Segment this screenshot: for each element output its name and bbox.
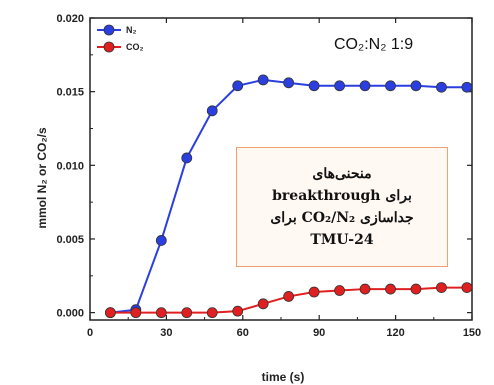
axes-layer: 0 30 60 90 120 150 0.000 0.005 0.010 0.015 0.020 [56,13,481,339]
x-axis-title: time (s) [262,370,305,384]
data-point-co2 [257,298,269,310]
data-point-co2 [130,307,142,319]
data-point-n2 [257,74,269,86]
data-point-co2 [206,307,218,319]
data-point-co2 [334,285,345,296]
data-point-co2 [385,283,396,295]
ratio-annotation: CO₂:N₂ 1:9 [334,36,413,53]
data-point-co2 [155,307,167,319]
data-point-n2 [155,235,167,246]
x-tick-label: 150 [463,327,481,339]
data-point-n2 [436,81,447,93]
legend-label: N₂ [126,25,137,35]
legend-swatch-marker [103,41,115,53]
data-point-n2 [359,80,371,92]
y-tick-label: 0.020 [56,13,84,25]
data-point-co2 [181,307,193,319]
y-tick-label: 0.015 [56,87,84,99]
y-axis-title: mmol N₂ or CO₂/s [35,127,49,229]
y-tick-label: 0.010 [56,160,84,172]
x-tick-label: 60 [237,327,249,339]
series-layer [104,74,473,319]
data-point-co2 [359,283,371,295]
y-tick-label: 0.000 [56,308,84,320]
data-point-co2 [410,283,422,295]
data-point-n2 [308,80,320,92]
legend: N₂ CO₂ [97,24,144,53]
x-tick-label: 90 [313,327,325,339]
data-point-co2 [283,291,295,302]
data-point-co2 [461,282,473,293]
y-tick-label: 0.005 [56,234,84,246]
data-point-n2 [206,105,218,117]
data-point-n2 [334,80,345,92]
data-point-co2 [232,305,244,317]
data-point-n2 [461,81,473,93]
data-point-n2 [283,77,295,89]
data-point-n2 [181,152,193,164]
legend-label: CO₂ [126,42,144,52]
data-point-n2 [232,80,244,92]
callout-line-3: جداسازی CO₂/N₂ برای [270,210,414,226]
data-point-co2 [104,307,116,319]
annotation-callout-box: منحنی‌های breakthrough برای جداسازی CO₂/… [236,147,448,267]
data-point-co2 [436,282,447,293]
callout-line-4: TMU-24 [310,232,374,248]
callout-line-2: breakthrough برای [272,188,412,204]
data-point-n2 [385,80,396,92]
x-tick-label: 120 [386,327,404,339]
x-tick-label: 30 [160,327,172,339]
data-point-n2 [410,80,422,92]
callout-line-1: منحنی‌های [312,166,372,182]
data-point-co2 [308,286,320,298]
legend-swatch-marker [103,24,115,36]
x-tick-label: 0 [87,327,93,339]
